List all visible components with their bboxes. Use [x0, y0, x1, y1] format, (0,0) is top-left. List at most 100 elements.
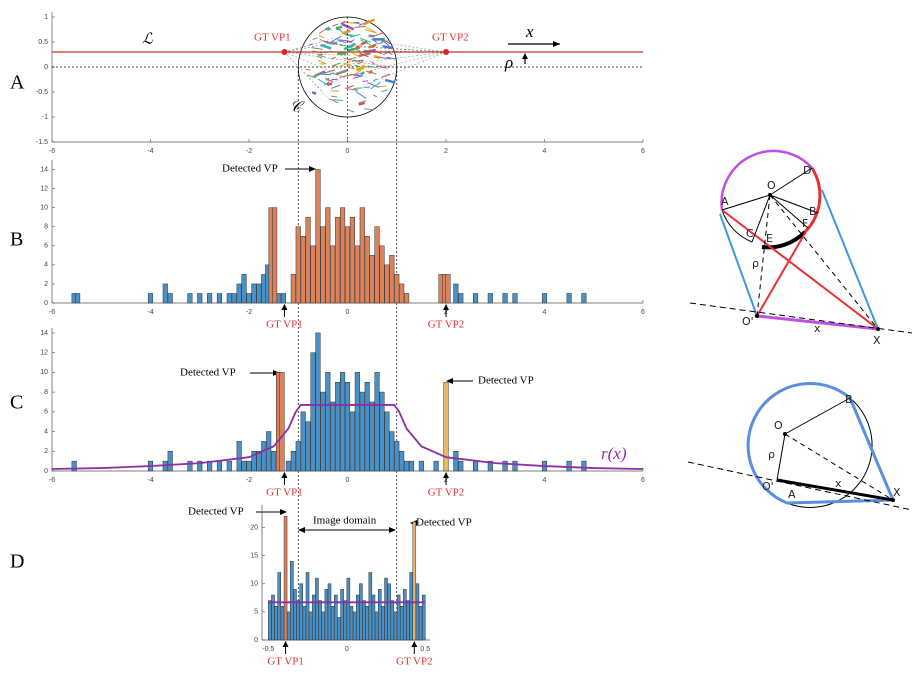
vp-point	[443, 49, 449, 55]
vp-arrow-head	[281, 304, 288, 310]
diagram	[687, 382, 912, 511]
bar	[399, 606, 404, 641]
y-tick-label: 2	[44, 281, 48, 288]
ray	[385, 42, 447, 53]
edge	[776, 397, 851, 481]
bar	[324, 589, 329, 641]
segment	[331, 62, 341, 67]
segment	[329, 98, 339, 104]
segment	[339, 61, 351, 68]
y-tick-label: 0.5	[38, 39, 48, 46]
bar	[403, 589, 407, 641]
bar	[344, 226, 351, 304]
edge	[756, 227, 809, 317]
bar	[349, 606, 354, 641]
segment	[357, 60, 364, 65]
bar	[290, 274, 296, 304]
edge	[756, 314, 879, 331]
segment	[371, 38, 378, 43]
segment	[336, 39, 347, 44]
bar	[335, 381, 341, 472]
arrow-head	[309, 166, 316, 172]
annotation: Detected VP	[416, 517, 472, 529]
segment	[353, 75, 364, 79]
bar	[327, 583, 332, 641]
bar	[394, 274, 400, 304]
segment	[319, 38, 329, 44]
bar	[399, 283, 405, 304]
ray	[365, 51, 447, 86]
edge	[719, 213, 758, 317]
segment	[343, 57, 357, 62]
bar	[412, 521, 417, 641]
segment	[338, 43, 346, 47]
bar	[512, 293, 518, 304]
bar	[226, 293, 232, 304]
segment	[345, 34, 352, 37]
bar	[346, 577, 351, 641]
dashed-line	[689, 302, 912, 334]
ray	[284, 39, 349, 53]
bar	[236, 283, 242, 304]
bar	[226, 460, 232, 472]
segment	[312, 37, 318, 41]
bar	[340, 589, 344, 641]
segment	[352, 52, 361, 58]
bar	[502, 293, 508, 304]
bar	[374, 226, 380, 304]
segment	[320, 43, 332, 50]
segment	[367, 65, 376, 68]
ray	[346, 51, 447, 65]
segment	[386, 56, 397, 60]
bar	[502, 460, 508, 472]
vp-point	[281, 49, 288, 55]
y-tick-label: 10	[40, 205, 48, 212]
segment	[326, 82, 333, 86]
bar	[318, 600, 322, 641]
vp-arrow-head	[411, 641, 418, 647]
bar	[566, 460, 572, 472]
bar	[368, 572, 373, 641]
bar	[487, 460, 493, 472]
bar	[167, 293, 173, 304]
segment	[358, 101, 366, 106]
bar	[354, 372, 360, 472]
diagram-label: X	[893, 486, 901, 499]
x-tick-label: 4	[543, 309, 547, 316]
diagram-label: O'	[762, 480, 774, 493]
dashed-line	[784, 433, 894, 501]
ray	[284, 51, 324, 93]
segment	[344, 33, 355, 37]
point	[891, 498, 895, 502]
vp-label: GT VP1	[266, 319, 303, 331]
segment	[331, 95, 338, 98]
segment	[343, 62, 353, 67]
segment	[340, 20, 346, 25]
segment	[376, 65, 388, 69]
x-tick-label: -6	[49, 148, 55, 155]
segment	[347, 88, 358, 91]
y-tick-label: 6	[44, 243, 48, 250]
arc	[746, 382, 851, 505]
y-tick-label: 0	[44, 64, 48, 71]
vp-label: GT VP1	[254, 32, 291, 44]
bar	[365, 606, 369, 641]
segment	[364, 108, 375, 111]
x-tick-label: -4	[147, 477, 153, 484]
vp-arrow-head	[443, 304, 449, 310]
bar	[512, 460, 518, 472]
vp-label: GT VP1	[266, 487, 303, 499]
diagram-label: A	[721, 195, 729, 208]
segment	[358, 100, 367, 104]
bar	[337, 617, 341, 641]
vp-label: GT VP1	[267, 656, 304, 668]
edge	[786, 498, 894, 505]
x-tick-label: -0.5	[262, 646, 274, 653]
vp-arrow-head	[282, 641, 289, 647]
segment	[341, 29, 351, 35]
bar	[581, 293, 587, 304]
bar	[384, 411, 390, 472]
bar	[384, 264, 390, 304]
segment	[349, 67, 356, 70]
diagram-label: E	[766, 232, 773, 245]
